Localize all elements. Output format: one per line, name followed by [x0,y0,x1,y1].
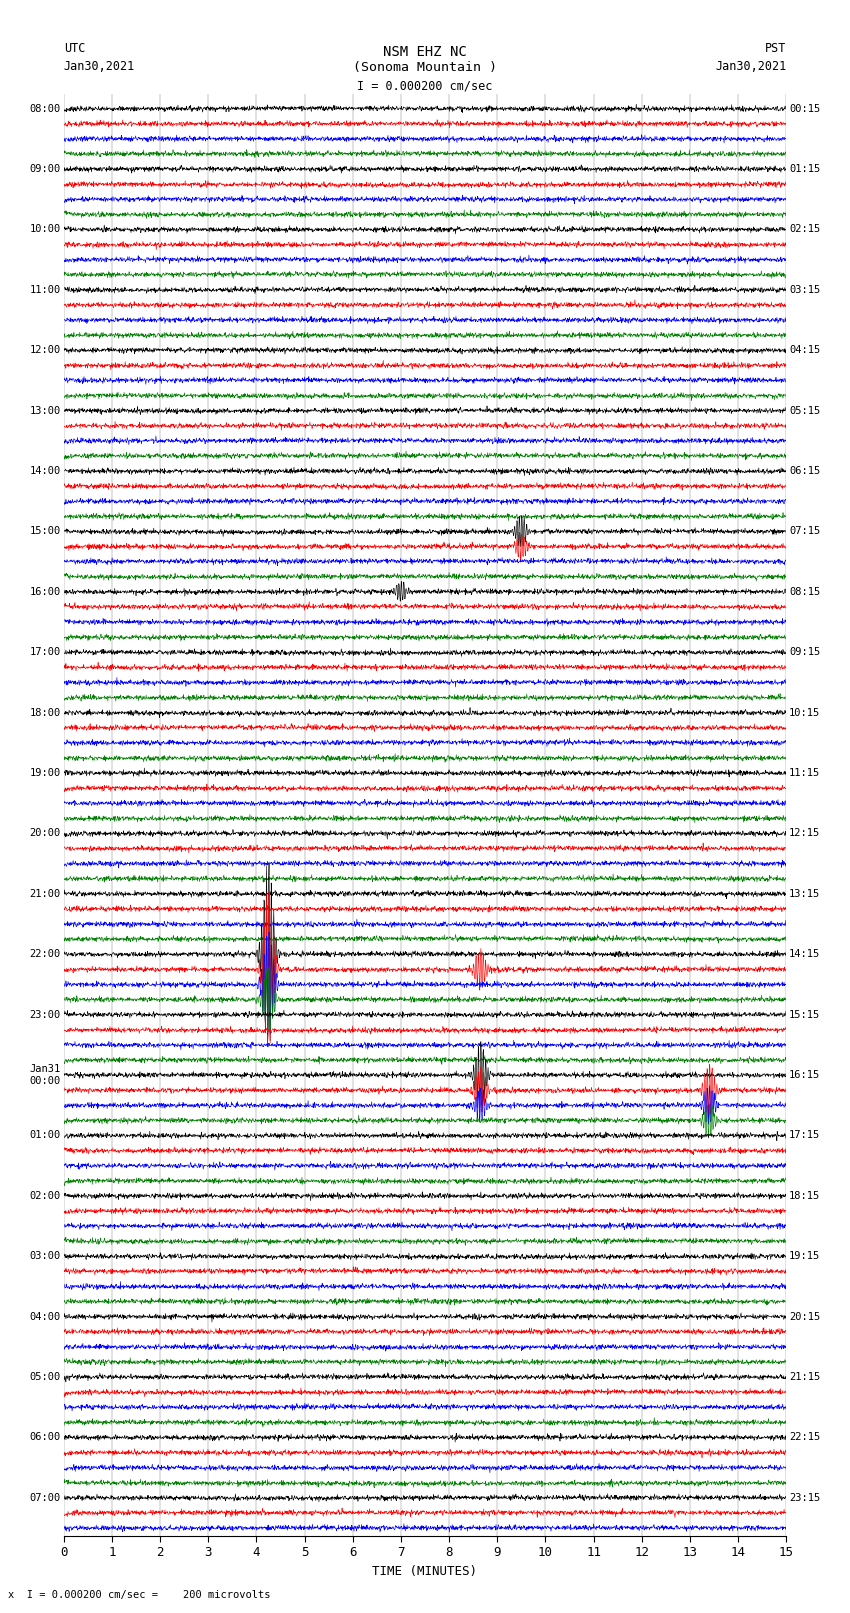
Text: PST: PST [765,42,786,55]
Text: NSM EHZ NC: NSM EHZ NC [383,45,467,60]
Text: I = 0.000200 cm/sec: I = 0.000200 cm/sec [357,79,493,92]
Text: Jan30,2021: Jan30,2021 [64,60,135,73]
X-axis label: TIME (MINUTES): TIME (MINUTES) [372,1565,478,1578]
Text: UTC: UTC [64,42,85,55]
Text: Jan30,2021: Jan30,2021 [715,60,786,73]
Text: (Sonoma Mountain ): (Sonoma Mountain ) [353,61,497,74]
Text: x  I = 0.000200 cm/sec =    200 microvolts: x I = 0.000200 cm/sec = 200 microvolts [8,1590,271,1600]
